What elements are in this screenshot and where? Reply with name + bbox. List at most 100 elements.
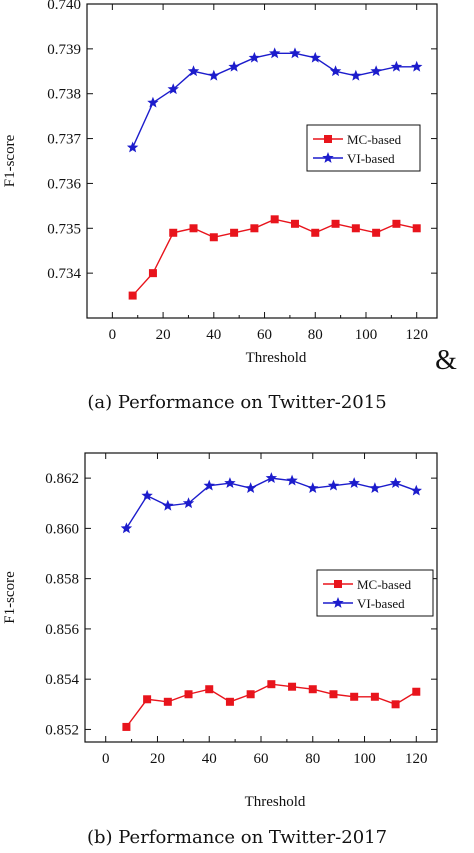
x-tick-label: 40 (206, 327, 221, 343)
data-point (268, 47, 281, 59)
data-point (289, 47, 301, 59)
data-point (308, 685, 317, 694)
legend-marker (334, 580, 342, 588)
data-point (412, 687, 421, 696)
x-axis-label: Threshold (245, 794, 306, 810)
data-point (205, 685, 214, 694)
data-point (350, 692, 359, 701)
x-axis-label: Threshold (246, 350, 307, 366)
data-point (372, 228, 381, 237)
data-point (169, 228, 178, 237)
data-point (286, 474, 298, 486)
y-tick-label: 0.740 (47, 0, 81, 13)
data-point (182, 497, 195, 509)
data-point (189, 224, 198, 233)
data-point (187, 65, 200, 77)
y-tick-label: 0.738 (47, 87, 81, 103)
chart-panel-a: 0 20 40 60 80 100 120 0.734 0.735 0.736 0.737 0.738… (2, 0, 438, 413)
data-point (167, 83, 179, 95)
data-point (411, 60, 423, 72)
data-point (311, 228, 320, 237)
legend-marker (322, 152, 334, 163)
legend-label: MC-based (357, 577, 412, 592)
legend-label: MC-based (347, 132, 402, 147)
x-tick-label: 40 (202, 751, 217, 767)
y-tick-label: 0.735 (47, 221, 81, 237)
data-point (143, 695, 152, 704)
data-point (248, 51, 261, 63)
x-tick-label: 120 (405, 751, 428, 767)
data-point (390, 60, 403, 72)
data-point (290, 219, 299, 228)
data-point (128, 291, 137, 300)
x-tick-label: 0 (109, 327, 117, 343)
data-point (126, 141, 139, 153)
y-tick-label: 0.862 (45, 471, 79, 487)
data-point (370, 692, 379, 701)
y-tick-label: 0.734 (47, 266, 81, 282)
data-point (391, 700, 400, 709)
series-mc-based (128, 215, 421, 300)
data-point (250, 224, 259, 233)
data-point (329, 65, 342, 77)
x-tick-label: 20 (150, 751, 165, 767)
data-point (369, 482, 381, 494)
figure-caption: (a) Performance on Twitter-2015 (87, 392, 386, 413)
data-point (329, 690, 338, 699)
data-point (208, 69, 220, 81)
data-point (209, 233, 218, 242)
data-point (141, 489, 153, 501)
legend-box (306, 124, 421, 172)
y-tick-label: 0.739 (47, 42, 81, 58)
data-point (265, 472, 278, 483)
data-point (184, 690, 193, 699)
data-point (147, 96, 159, 108)
data-point (203, 479, 215, 491)
data-point (410, 484, 422, 496)
x-tick-label: 80 (308, 327, 323, 343)
data-point (389, 477, 402, 489)
data-point (162, 499, 174, 511)
y-axis-label: F1-score (2, 571, 18, 624)
y-tick-label: 0.852 (45, 722, 79, 738)
data-point (244, 482, 257, 494)
legend: MC-based VI-based (306, 124, 421, 172)
series-vi-based (120, 472, 422, 534)
legend-marker (324, 135, 332, 143)
plot-frame (86, 3, 438, 319)
y-tick-label: 0.736 (47, 176, 81, 192)
legend: MC-based VI-based (316, 569, 434, 617)
x-tick-label: 0 (102, 751, 110, 767)
data-point (122, 722, 131, 731)
data-point (351, 224, 360, 233)
data-point (270, 215, 279, 224)
series-line (125, 477, 417, 529)
y-tick-label: 0.858 (45, 572, 79, 588)
series-mc-based (122, 680, 421, 731)
data-point (163, 697, 172, 706)
data-point (228, 60, 240, 72)
legend-label: VI-based (347, 151, 395, 166)
legend-box (316, 569, 434, 617)
data-point (348, 477, 360, 489)
x-tick-label: 80 (305, 751, 320, 767)
data-point (307, 482, 319, 494)
data-point (309, 51, 321, 63)
data-point (225, 697, 234, 706)
data-point (267, 680, 276, 689)
data-point (230, 228, 239, 237)
data-point (246, 690, 255, 699)
x-tick-label: 100 (353, 751, 376, 767)
data-point (327, 479, 340, 491)
data-point (370, 65, 382, 77)
figure-caption: (b) Performance on Twitter-2017 (87, 827, 387, 848)
x-tick-label: 20 (156, 327, 171, 343)
x-tick-label: 120 (405, 327, 428, 343)
data-point (331, 219, 340, 228)
data-point (288, 682, 297, 691)
data-point (224, 477, 236, 489)
x-tick-label: 60 (257, 327, 272, 343)
series-vi-based (126, 47, 423, 153)
legend-label: VI-based (357, 596, 405, 611)
